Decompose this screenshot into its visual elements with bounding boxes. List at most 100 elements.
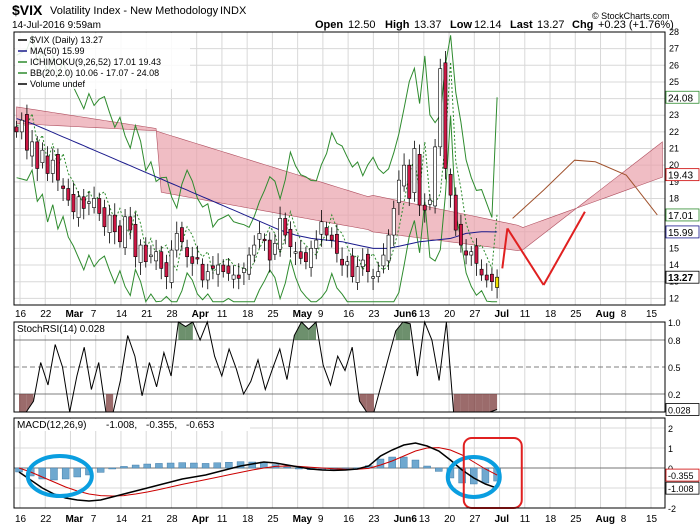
stoch-label-background [15, 323, 115, 335]
macd-histogram-bar [458, 467, 466, 484]
stoch-oversold-fill [489, 394, 498, 412]
macd-label-prefix: MACD(12,26,9) [17, 420, 86, 431]
annotation-line-1 [501, 228, 509, 269]
x-tick-upper: 14 [116, 309, 128, 320]
candle-body [50, 159, 55, 174]
x-tick-lower: Aug [596, 514, 615, 525]
x-tick-lower: 9 [318, 514, 324, 525]
price-ytick-label: 14 [669, 260, 679, 270]
macd-label-signal: -0.355, [146, 420, 177, 431]
x-tick-upper: 27 [469, 309, 481, 320]
x-tick-upper: 18 [545, 309, 557, 320]
legend-entry-3: BB(20,2.0) 10.06 - 17.07 - 24.08 [30, 68, 159, 78]
macd-histogram-bar [435, 467, 443, 472]
macd-histogram-bar [283, 466, 291, 469]
macd-histogram-bar [108, 467, 116, 470]
exchange-label: INDX [220, 5, 247, 17]
stoch-oversold-fill [19, 394, 27, 412]
candle-body [40, 149, 45, 163]
x-tick-lower: 25 [570, 514, 582, 525]
stoch-right-label-1: 0.8 [668, 336, 681, 346]
macd-right-label-1: 1 [668, 444, 673, 454]
candle-body [66, 188, 71, 201]
stoch-oversold-fill [105, 394, 114, 412]
bollinger-lower-line [16, 115, 498, 303]
price-ytick-label: 15 [669, 243, 679, 253]
macd-line [18, 442, 498, 502]
x-tick-upper: 18 [242, 309, 254, 320]
x-tick-upper: 15 [646, 309, 658, 320]
stochrsi-panel: StochRSI(14) 0.028 1.0 0.8 0.5 0.2 0.028 [13, 318, 700, 416]
stoch-oversold-fill [359, 394, 367, 412]
candle-body [422, 204, 427, 211]
price-right-badge-2 [665, 208, 700, 222]
candle-body [257, 233, 262, 240]
x-tick-lower: 28 [166, 514, 178, 525]
x-tick-lower: Mar [65, 514, 83, 525]
x-tick-lower: May [293, 514, 313, 525]
symbol-title: $VIX [12, 2, 43, 18]
candle-body [226, 265, 231, 274]
price-ytick-label: 25 [669, 77, 679, 87]
x-tick-upper: Jun6 [394, 309, 418, 320]
candle-body [417, 154, 422, 206]
candle-body [97, 198, 102, 214]
candle-body [464, 250, 468, 256]
macd-right-label-4: -1.008 [668, 484, 694, 494]
candle-body [200, 263, 205, 281]
candle-body [335, 233, 339, 254]
candle-body [30, 141, 34, 157]
stoch-overbought-fill [178, 322, 186, 340]
candle-body [329, 234, 334, 241]
candle-body [386, 234, 391, 262]
x-tick-lower: 11 [520, 514, 531, 525]
price-ytick-label: 26 [669, 60, 679, 70]
candle-body [298, 251, 303, 259]
macd-histogram-bar [376, 458, 385, 469]
candle-body [169, 249, 174, 283]
macd-histogram-bar [120, 466, 128, 469]
annotation-line-3 [542, 211, 586, 286]
x-axis-lower: 16 22 Mar 7 14 21 28 Apr 11 18 25 May 9 16 23 Jun6 13 20 2… [15, 514, 658, 525]
candle-body [87, 201, 91, 204]
x-tick-lower: 13 [419, 514, 431, 525]
x-tick-lower: 23 [368, 514, 380, 525]
ichimoku-lagging-line [512, 159, 658, 219]
candle-body [242, 268, 246, 273]
candle-body [495, 276, 499, 288]
candle-body [345, 261, 350, 266]
stoch-overbought-fill [402, 322, 411, 340]
x-tick-upper: Jul [495, 309, 510, 320]
candle-body [35, 141, 40, 169]
candle-body [319, 221, 324, 235]
macd-histogram-bar [131, 464, 140, 469]
price-right-label-2: 17.01 [668, 211, 693, 222]
x-tick-lower: 15 [646, 514, 658, 525]
macd-right-label-5: -2 [668, 504, 676, 514]
x-tick-lower: 18 [242, 514, 254, 525]
macd-right-label-3: -0.355 [668, 471, 694, 481]
candle-body [159, 251, 164, 269]
candle-body [273, 243, 277, 255]
candle-body [376, 271, 381, 278]
candle-body [366, 253, 370, 273]
annotation-ellipse-left [25, 454, 94, 498]
stoch-oversold-fill [468, 394, 476, 412]
stoch-oversold-fill [453, 394, 461, 412]
candle-body [283, 218, 288, 236]
macd-histogram-bar [61, 467, 70, 480]
candle-body [205, 271, 210, 281]
price-ytick-label: 19 [669, 177, 679, 187]
macd-histogram-bar [38, 467, 47, 480]
candle-body [371, 276, 375, 279]
macd-histogram-bar [166, 462, 175, 469]
candle-body [45, 155, 50, 174]
price-right-badge-1 [665, 168, 700, 182]
macd-label-hist: -0.653 [186, 420, 215, 431]
candle-body [221, 264, 226, 273]
watermark: © StockCharts.com [592, 11, 670, 21]
price-right-badge-4 [665, 270, 700, 284]
x-tick-lower: Jun6 [394, 514, 418, 525]
